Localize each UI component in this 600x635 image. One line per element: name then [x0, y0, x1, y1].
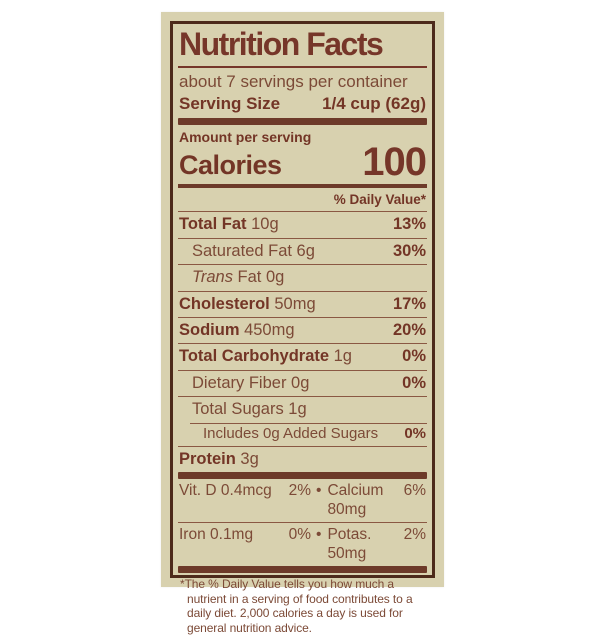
calories-label: Calories [179, 149, 282, 180]
thick-divider-bottom [178, 566, 427, 574]
amount-per-serving-label: Amount per serving [179, 129, 312, 146]
nutrient-row-dietary-fiber: Dietary Fiber 0g 0% [178, 369, 427, 396]
nutrient-name: Includes 0g Added Sugars [203, 424, 379, 442]
micronutrient-name: Potas. 50mg [327, 526, 372, 562]
nutrient-name: Trans Fat 0g [192, 268, 285, 287]
nutrient-row-total-sugars: Total Sugars 1g [178, 396, 427, 422]
nutrient-daily-value: 0% [402, 347, 426, 366]
nutrient-daily-value: 30% [392, 241, 426, 260]
medium-divider-calories [178, 184, 427, 189]
nutrient-daily-value: 0% [404, 424, 426, 442]
nutrient-row-saturated-fat: Saturated Fat 6g 30% [178, 237, 427, 264]
nutrient-row-total-fat: Total Fat 10g 13% [178, 212, 427, 237]
thick-divider-top [178, 118, 427, 126]
nutrient-name: Sodium 450mg [179, 321, 295, 340]
micronutrient-right-group: Potas. 50mg 2% [327, 526, 426, 563]
nutrient-daily-value: 0% [402, 373, 426, 392]
nutrient-row-cholesterol: Cholesterol 50mg 17% [178, 290, 427, 317]
nutrient-row-total-carbohydrate: Total Carbohydrate 1g 0% [178, 343, 427, 369]
nutrient-name: Saturated Fat 6g [192, 241, 315, 260]
calories-row: Calories 100 [178, 140, 427, 185]
calories-value: 100 [362, 140, 427, 185]
daily-value-header: % Daily Value* [178, 188, 427, 213]
nutrient-row-protein: Protein 3g [178, 445, 427, 472]
nutrient-daily-value: 20% [392, 321, 426, 340]
servings-per-container: about 7 servings per container [179, 71, 408, 91]
nutrient-name: Cholesterol 50mg [179, 294, 316, 313]
micronutrient-name: Vit. D 0.4mcg [179, 482, 272, 500]
nutrient-daily-value: 17% [392, 294, 426, 313]
bullet-separator: • [316, 482, 322, 500]
micronutrient-left-group: Iron 0.1mg 0% [179, 526, 311, 545]
nutrient-daily-value: 13% [392, 215, 426, 234]
nutrient-name: Total Carbohydrate 1g [179, 347, 352, 366]
nutrient-rows: Total Fat 10g 13% Saturated Fat 6g 30% T… [178, 212, 427, 472]
nutrient-name: Total Sugars 1g [192, 400, 307, 419]
nutrient-row-trans-fat: Trans Fat 0g [178, 264, 427, 290]
nutrient-name: Total Fat 10g [179, 215, 279, 234]
nutrient-name: Dietary Fiber 0g [192, 373, 310, 392]
serving-size-row: Serving Size 1/4 cup (62g) [178, 92, 427, 118]
nutrient-row-added-sugars: Includes 0g Added Sugars 0% [178, 422, 427, 446]
micronutrient-row-1: Vit. D 0.4mcg 2% • Calcium 80mg 6% [178, 479, 427, 522]
micronutrient-name: Calcium 80mg [327, 482, 384, 518]
micronutrient-name: Iron 0.1mg [179, 526, 254, 544]
daily-value-footnote: *The % Daily Value tells you how much a … [180, 577, 413, 635]
thick-divider-protein [178, 472, 427, 480]
serving-size-label: Serving Size [179, 94, 281, 114]
micronutrient-left-group: Vit. D 0.4mcg 2% [179, 482, 311, 501]
micronutrient-right-group: Calcium 80mg 6% [327, 482, 426, 519]
micronutrient-row-2: Iron 0.1mg 0% • Potas. 50mg 2% [178, 522, 427, 566]
micronutrient-daily-value: 2% [288, 482, 311, 500]
nutrition-facts-label: Nutrition Facts about 7 servings per con… [161, 12, 444, 635]
label-border-box: Nutrition Facts about 7 servings per con… [170, 21, 435, 635]
micronutrient-daily-value: 6% [403, 482, 426, 500]
serving-size-value: 1/4 cup (62g) [322, 94, 426, 114]
nutrient-row-sodium: Sodium 450mg 20% [178, 317, 427, 343]
nutrient-name: Protein 3g [179, 449, 259, 468]
label-title: Nutrition Facts [178, 26, 427, 68]
micronutrient-daily-value: 2% [403, 526, 426, 544]
micronutrient-daily-value: 0% [288, 526, 311, 544]
bullet-separator: • [316, 526, 322, 544]
